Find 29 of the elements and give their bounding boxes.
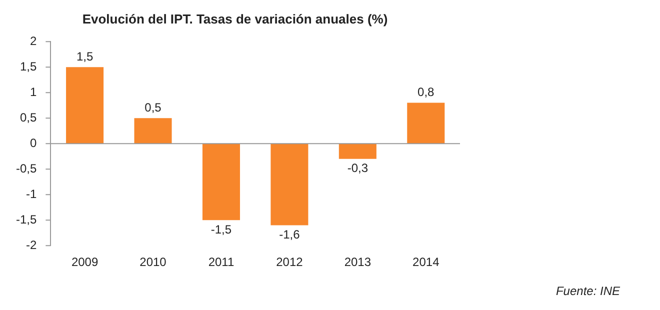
y-tick-label: -0,5 <box>16 161 37 176</box>
x-tick-label: 2011 <box>208 255 234 270</box>
y-tick-label: -1 <box>26 186 37 201</box>
x-tick-label: 2014 <box>412 255 440 270</box>
data-label: -1,6 <box>279 228 300 242</box>
y-tick-label: 2 <box>30 34 37 48</box>
x-tick-label: 2012 <box>276 255 304 270</box>
data-label: -1,5 <box>210 222 232 236</box>
data-label: 1,5 <box>76 49 94 64</box>
bar <box>407 102 445 144</box>
bar <box>270 144 308 226</box>
bar <box>338 144 376 159</box>
y-tick-label: 1 <box>30 84 37 99</box>
x-tick-label: 2009 <box>71 255 98 270</box>
y-tick-label: 0,5 <box>20 110 37 124</box>
y-tick-label: 0 <box>30 136 37 150</box>
x-tick-label: 2013 <box>344 255 372 270</box>
data-label: 0,8 <box>418 85 435 100</box>
data-label: -0,3 <box>347 161 368 176</box>
y-tick-label: 1,5 <box>20 59 37 74</box>
data-label: 0,5 <box>144 100 162 114</box>
bar <box>66 67 104 144</box>
source-note: Fuente: INE <box>554 284 620 298</box>
y-tick-label: -1,5 <box>16 212 37 226</box>
bar <box>134 118 172 144</box>
x-tick-label: 2010 <box>140 255 167 270</box>
y-tick-label: -2 <box>26 238 37 252</box>
bar <box>202 144 240 220</box>
chart-title: Evolución del IPT. Tasas de variación anuales (%) <box>82 11 388 26</box>
